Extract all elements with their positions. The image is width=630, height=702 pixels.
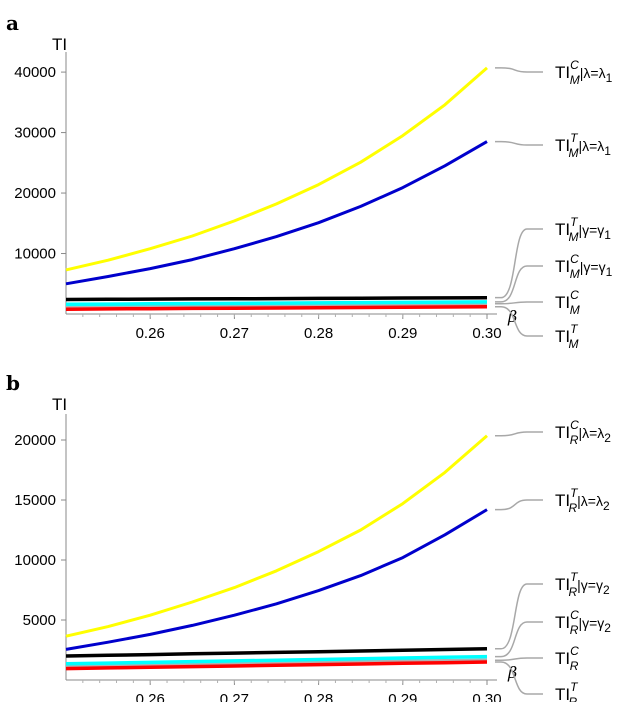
y-tick-label: 40000 <box>14 64 56 81</box>
legend-label: TIC R|λ=λ2 <box>555 418 611 447</box>
legend-leader <box>495 583 543 650</box>
legend-leader <box>495 661 543 695</box>
y-tick-label: 5000 <box>23 612 56 629</box>
legend-label: TIC M|γ=γ1 <box>555 252 613 281</box>
x-tick-label: 0.28 <box>304 691 333 702</box>
series-line <box>65 508 488 651</box>
legend-label: TIC R|γ=γ2 <box>555 608 611 637</box>
x-tick-label: 0.27 <box>220 325 249 342</box>
series-line <box>65 647 488 658</box>
legend-leader <box>495 228 543 299</box>
legend-label: TIT R|γ=γ2 <box>555 570 610 599</box>
legend-leader <box>495 621 543 658</box>
legend-label: TIT R <box>555 680 579 702</box>
legend-label: TIC M <box>555 288 580 317</box>
legend-leader <box>495 431 543 437</box>
series-line <box>65 295 488 302</box>
legend-label: TIC R <box>555 644 579 673</box>
y-tick-label: 20000 <box>14 185 56 202</box>
legend-label: TIT M|λ=λ1 <box>555 131 611 160</box>
legend-leader <box>495 301 543 305</box>
x-tick-label: 0.29 <box>388 325 417 342</box>
series-line <box>65 658 488 668</box>
y-tick-label: 20000 <box>14 432 56 449</box>
series-line <box>65 304 488 311</box>
panel-b: b TI β 0.26 0.27 0.28 0.29 0.305000100001500… <box>6 371 611 702</box>
x-tick-label: 0.29 <box>388 691 417 702</box>
series-line <box>65 654 488 666</box>
panel-a: a TI β 0.26 0.27 0.28 0.29 0.301000020000300… <box>6 11 613 351</box>
series-line <box>65 660 488 671</box>
x-tick-label: 0.26 <box>136 691 165 702</box>
panel-letter-b: b <box>6 371 20 395</box>
x-tick-label: 0.27 <box>220 691 249 702</box>
series-line <box>65 300 488 307</box>
panel-letter-a: a <box>6 11 19 35</box>
legend-leader <box>495 499 543 511</box>
y-tick-label: 15000 <box>14 492 56 509</box>
y-tick-label: 10000 <box>14 246 56 263</box>
legend-leader <box>495 265 543 303</box>
legend-label: TIT M|γ=γ1 <box>555 215 611 244</box>
y-axis-title-b: TI <box>52 395 67 414</box>
y-tick-label: 30000 <box>14 125 56 142</box>
y-tick-label: 10000 <box>14 552 56 569</box>
legend-leader <box>495 140 543 146</box>
x-tick-label: 0.26 <box>136 325 165 342</box>
legend-label: TIC M|λ=λ1 <box>555 58 613 87</box>
x-tick-label: 0.30 <box>472 691 501 702</box>
series-line <box>65 140 488 286</box>
y-axis-title-a: TI <box>52 35 67 54</box>
legend-leader <box>495 657 543 661</box>
legend-leader <box>495 305 543 337</box>
legend-label: TIT R|λ=λ2 <box>555 486 610 515</box>
series-line <box>65 434 488 638</box>
x-tick-label: 0.30 <box>472 325 501 342</box>
legend-label: TIT M <box>555 322 579 351</box>
series-line <box>65 66 488 272</box>
x-tick-label: 0.28 <box>304 325 333 342</box>
legend-leader <box>495 67 543 73</box>
